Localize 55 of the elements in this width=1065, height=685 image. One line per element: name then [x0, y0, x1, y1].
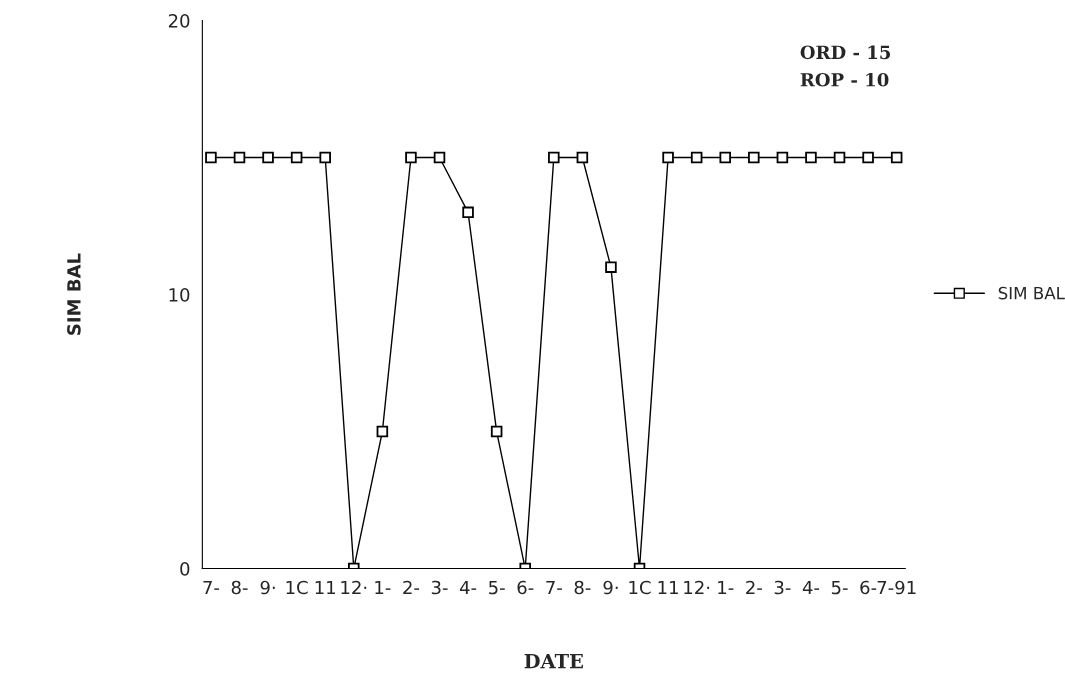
x-tick-label: 5- — [831, 580, 848, 595]
point — [719, 151, 732, 164]
point — [776, 151, 789, 164]
y-tick-label: 20 — [168, 14, 190, 28]
point — [405, 151, 417, 164]
point — [548, 151, 560, 164]
x-tick-label: 5- — [489, 580, 505, 595]
x-tick-label: 8- — [231, 580, 248, 595]
point — [662, 151, 674, 164]
x-tick-label: 11 — [658, 580, 678, 595]
x-tick-label: 12· — [341, 580, 367, 595]
x-tick-label: 1- — [718, 580, 734, 595]
x-tick-label: 1C — [629, 580, 651, 595]
x-tick-label: 12· — [684, 580, 710, 595]
point — [376, 425, 389, 438]
x-tick-label: 3- — [774, 580, 791, 595]
x-tick-label: 7- — [203, 580, 220, 595]
x-tick-label: 6- — [860, 580, 877, 595]
x-tick-label: 7- — [546, 580, 562, 595]
x-tick-label: 7-91 — [877, 580, 916, 595]
x-tick-label: 2- — [746, 580, 762, 595]
point — [748, 151, 760, 164]
x-tick-label: 11 — [315, 580, 336, 595]
x-tick-label: 1- — [375, 580, 391, 595]
legend-label: SIM BAL — [998, 286, 1065, 300]
point — [890, 151, 903, 164]
x-tick-label: 9· — [260, 580, 275, 595]
point — [576, 151, 589, 164]
x-axis-title: DATE — [524, 653, 583, 669]
x-tick-label: 9· — [603, 580, 618, 595]
point — [805, 151, 817, 164]
x-tick-label: 6- — [517, 580, 534, 595]
point — [862, 151, 874, 164]
x-tick-label: 3- — [431, 580, 448, 595]
point — [319, 151, 331, 164]
point — [433, 151, 446, 164]
x-tick-label: 4- — [459, 580, 477, 595]
x-tick-label: 4- — [802, 580, 820, 595]
x-tick-label: 2- — [403, 580, 420, 595]
x-tick-label: 1C — [286, 580, 308, 595]
point — [205, 151, 217, 164]
point — [233, 151, 246, 164]
y-axis-title: SIM BAL — [67, 253, 81, 335]
point — [290, 151, 303, 164]
point — [462, 206, 474, 219]
annotation: ROP - 10 — [800, 72, 889, 87]
point — [833, 151, 846, 164]
y-tick-label: 10 — [169, 288, 190, 302]
point — [605, 261, 617, 273]
x-tick-label: 8- — [574, 580, 591, 595]
point — [690, 151, 703, 164]
point — [490, 425, 503, 438]
annotation: ORD - 15 — [800, 45, 891, 60]
point — [262, 151, 274, 164]
y-tick-label: 0 — [180, 562, 190, 576]
